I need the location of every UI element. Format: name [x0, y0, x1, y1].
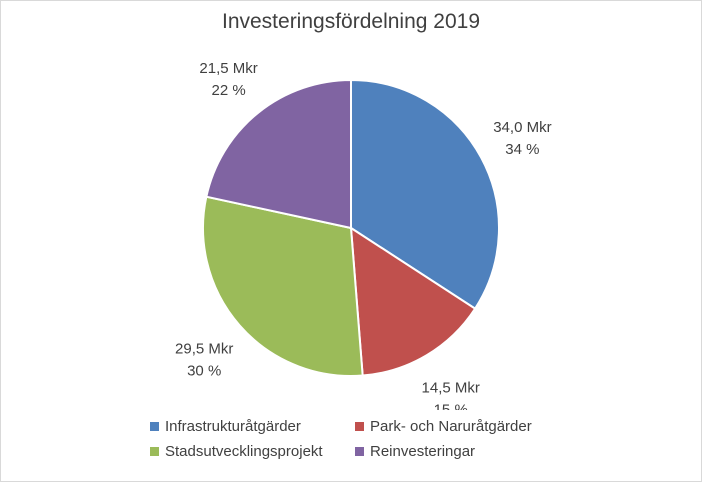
- data-label-percent: 15 %: [434, 402, 468, 410]
- data-label-percent: 34 %: [505, 141, 539, 158]
- legend-swatch: [355, 422, 364, 431]
- data-label-value: 14,5 Mkr: [422, 380, 480, 397]
- data-label-value: 29,5 Mkr: [175, 340, 233, 357]
- slice-stadsutveckling: [202, 195, 364, 377]
- slice-reinvesteringar: [205, 78, 352, 230]
- legend-swatch: [150, 422, 159, 431]
- legend: Infrastrukturåtgärder Park- och Naruråtg…: [150, 418, 610, 460]
- legend-item-stadsutveckling: Stadsutvecklingsprojekt: [150, 443, 355, 460]
- legend-item-infrastruktur: Infrastrukturåtgärder: [150, 418, 355, 435]
- data-label-percent: 22 %: [211, 82, 245, 99]
- data-label-value: 34,0 Mkr: [493, 119, 551, 136]
- legend-swatch: [355, 447, 364, 456]
- data-label-percent: 30 %: [187, 362, 221, 379]
- chart-title: Investeringsfördelning 2019: [221, 10, 480, 33]
- legend-label: Park- och Naruråtgärder: [370, 418, 532, 435]
- legend-label: Reinvesteringar: [370, 443, 476, 460]
- legend-item-park: Park- och Naruråtgärder: [355, 418, 610, 435]
- legend-swatch: [150, 447, 159, 456]
- legend-label: Stadsutvecklingsprojekt: [165, 443, 323, 460]
- data-label-value: 21,5 Mkr: [199, 60, 257, 77]
- legend-item-reinvesteringar: Reinvesteringar: [355, 443, 610, 460]
- legend-label: Infrastrukturåtgärder: [165, 418, 301, 435]
- slice-park: [349, 226, 477, 377]
- pie-chart: 34,0 Mkr 34 % 14,5 Mkr 15 % 29,5 Mkr 30 % 21,5…: [175, 60, 552, 410]
